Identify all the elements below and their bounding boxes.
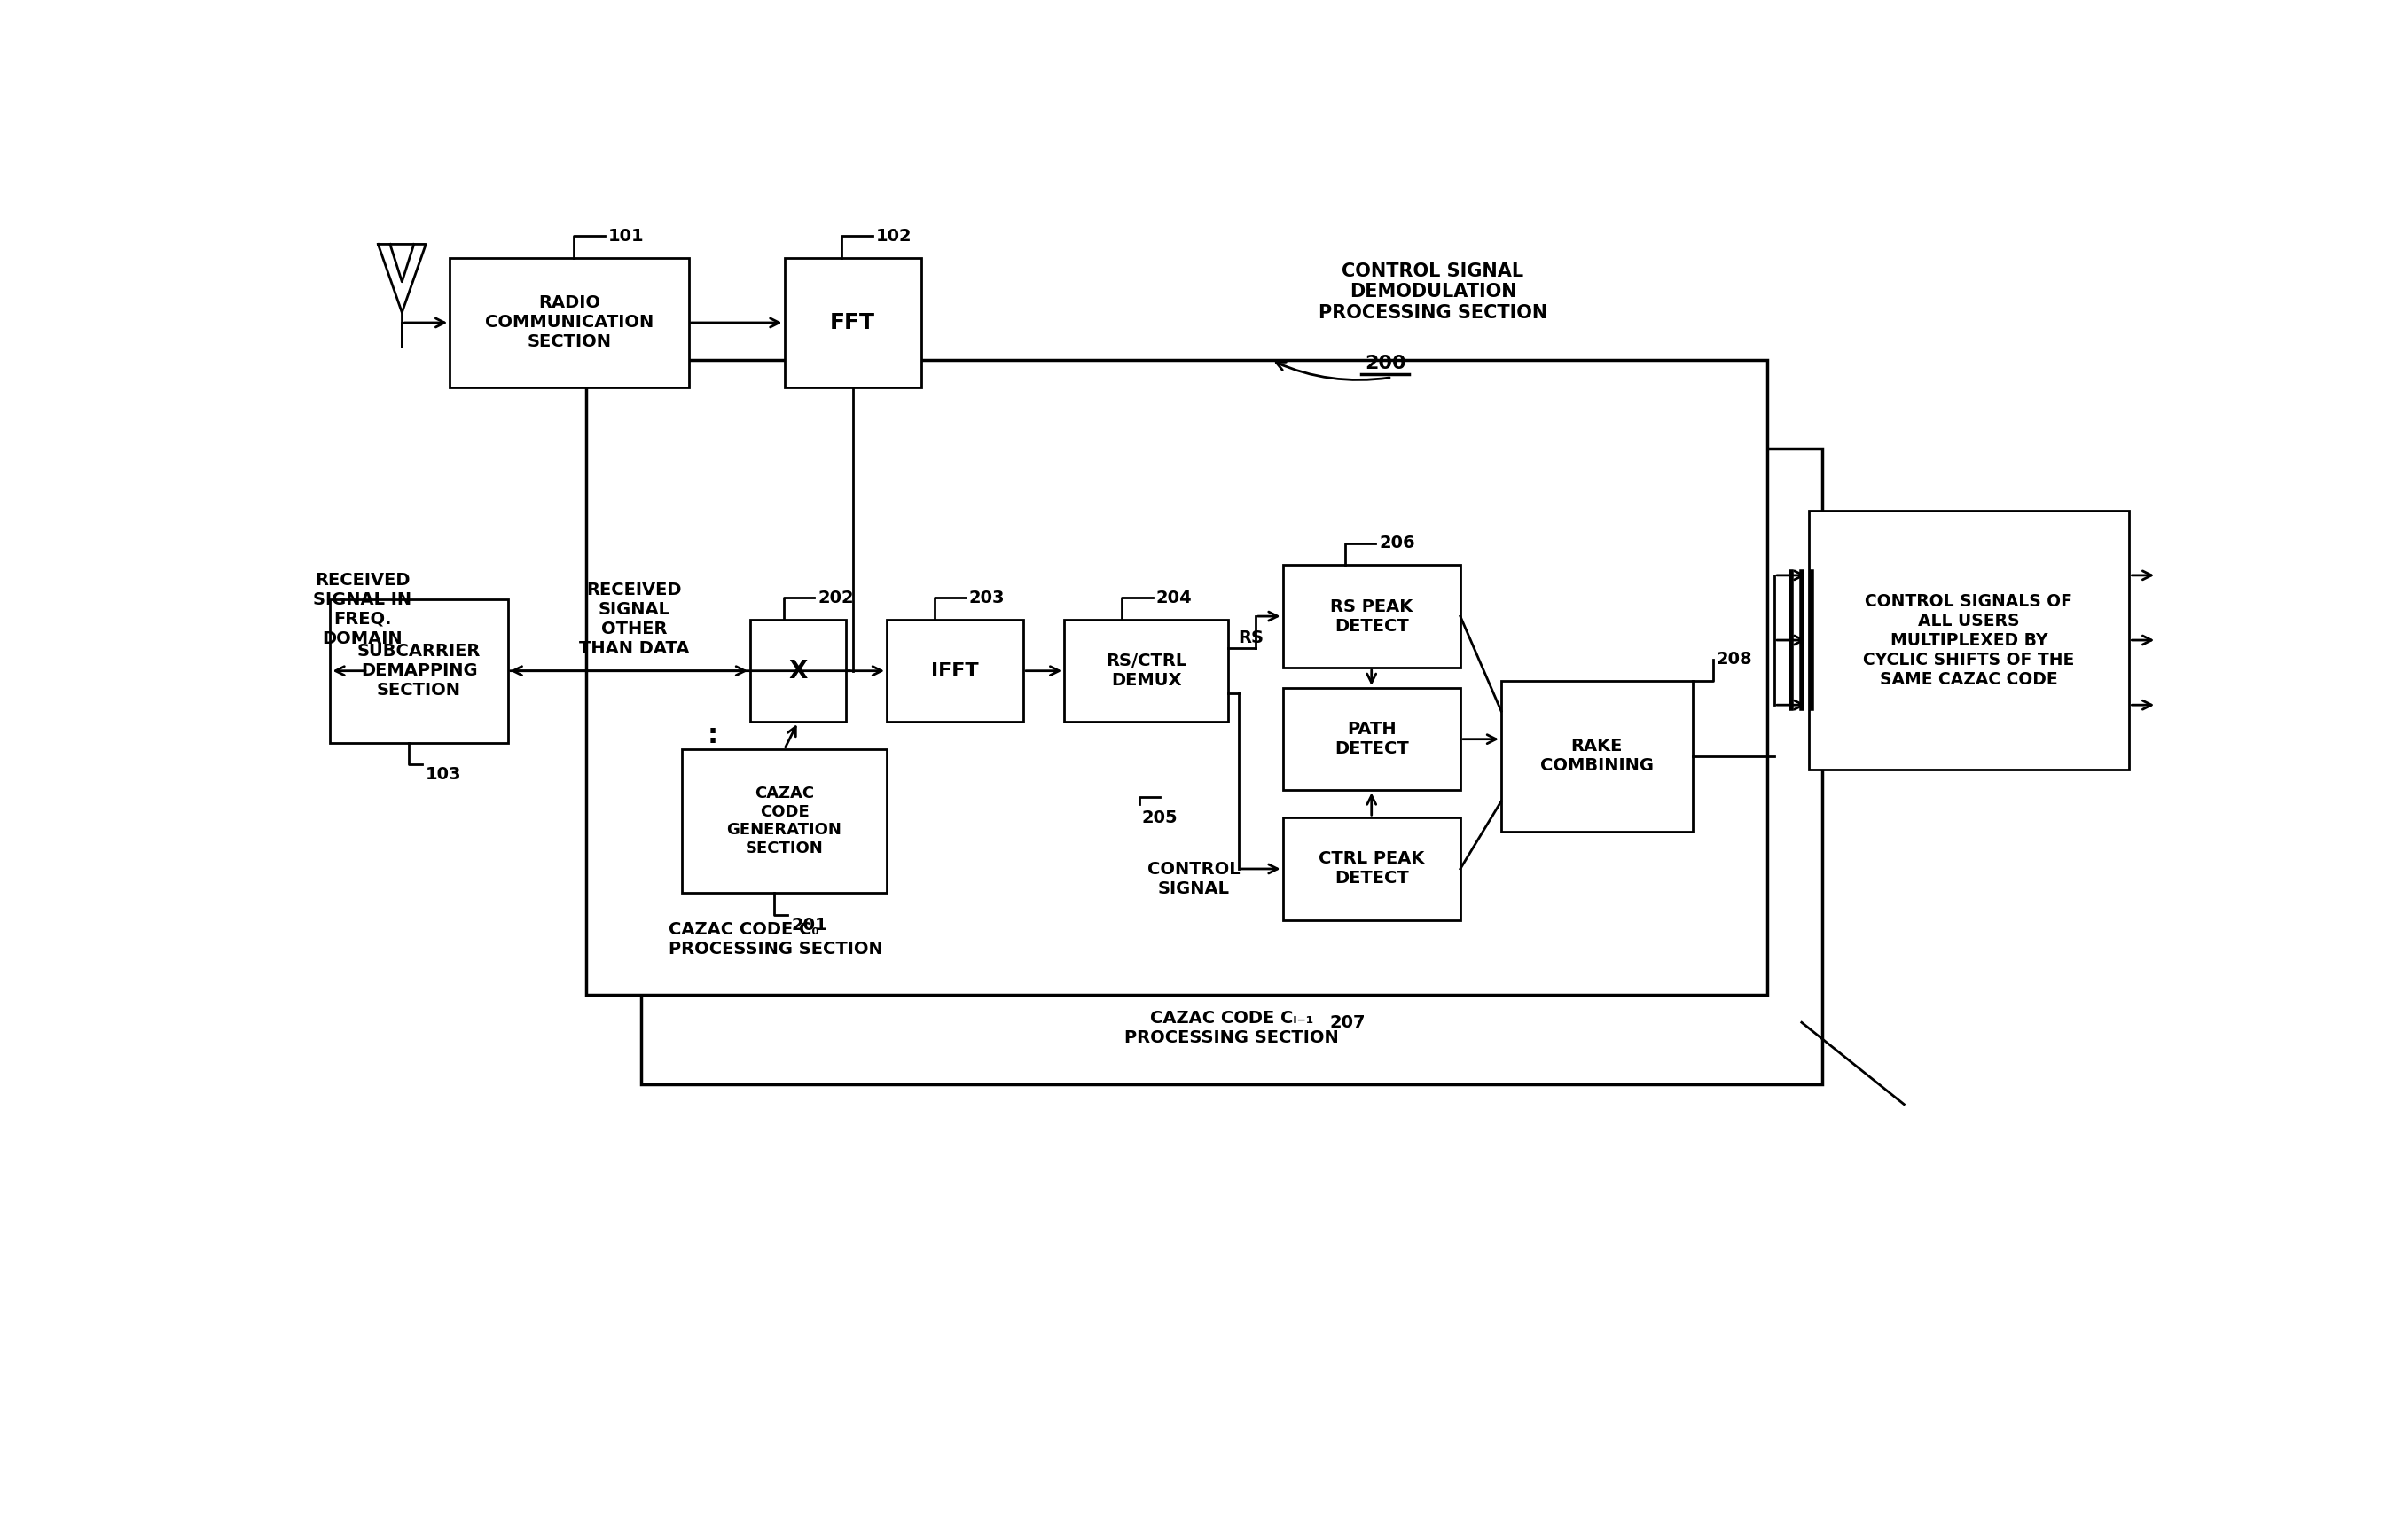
Text: RADIO
COMMUNICATION
SECTION: RADIO COMMUNICATION SECTION [485,294,654,351]
Text: RS PEAK
DETECT: RS PEAK DETECT [1331,598,1413,634]
Text: RS/CTRL
DEMUX: RS/CTRL DEMUX [1105,653,1187,688]
Text: CAZAC CODE Cₗ₋₁
PROCESSING SECTION: CAZAC CODE Cₗ₋₁ PROCESSING SECTION [1125,1010,1338,1046]
FancyBboxPatch shape [682,750,887,893]
Text: 207: 207 [1329,1013,1365,1030]
Text: CONTROL SIGNAL
DEMODULATION
PROCESSING SECTION: CONTROL SIGNAL DEMODULATION PROCESSING S… [1319,262,1548,322]
FancyBboxPatch shape [783,257,920,388]
Text: CONTROL SIGNALS OF
ALL USERS
MULTIPLEXED BY
CYCLIC SHIFTS OF THE
SAME CAZAC CODE: CONTROL SIGNALS OF ALL USERS MULTIPLEXED… [1862,593,2074,687]
Text: PATH
DETECT: PATH DETECT [1334,721,1408,758]
Text: RECEIVED
SIGNAL
OTHER
THAN DATA: RECEIVED SIGNAL OTHER THAN DATA [579,582,690,658]
Text: 103: 103 [425,767,461,784]
Text: 200: 200 [1365,354,1406,373]
FancyBboxPatch shape [1283,565,1461,667]
FancyBboxPatch shape [887,619,1024,722]
Text: CONTROL
SIGNAL: CONTROL SIGNAL [1149,861,1240,898]
FancyBboxPatch shape [750,619,846,722]
FancyBboxPatch shape [1065,619,1228,722]
FancyBboxPatch shape [329,599,507,742]
Text: 204: 204 [1156,590,1192,607]
Text: IFFT: IFFT [932,662,978,679]
Text: :: : [706,722,718,748]
FancyBboxPatch shape [449,257,690,388]
Text: 201: 201 [791,916,827,933]
Text: 206: 206 [1379,534,1415,551]
FancyBboxPatch shape [1502,681,1692,832]
Text: CTRL PEAK
DETECT: CTRL PEAK DETECT [1319,850,1425,887]
Text: X: X [788,659,807,684]
Text: SUBCARRIER
DEMAPPING
SECTION: SUBCARRIER DEMAPPING SECTION [358,642,481,699]
FancyBboxPatch shape [586,360,1769,995]
Text: 101: 101 [608,228,644,245]
Text: 205: 205 [1141,808,1177,825]
FancyBboxPatch shape [1283,818,1461,919]
FancyBboxPatch shape [642,450,1821,1084]
Text: 202: 202 [817,590,853,607]
Text: RAKE
COMBINING: RAKE COMBINING [1540,738,1653,775]
Text: CAZAC
CODE
GENERATION
SECTION: CAZAC CODE GENERATION SECTION [726,785,841,856]
Text: 102: 102 [875,228,911,245]
Text: RS: RS [1238,630,1264,647]
Text: RECEIVED
SIGNAL IN
FREQ.
DOMAIN: RECEIVED SIGNAL IN FREQ. DOMAIN [312,571,411,647]
Text: CAZAC CODE C₀
PROCESSING SECTION: CAZAC CODE C₀ PROCESSING SECTION [668,921,882,958]
Text: 208: 208 [1716,651,1752,668]
Text: FFT: FFT [829,313,875,333]
FancyBboxPatch shape [1283,688,1461,790]
FancyBboxPatch shape [1809,510,2129,770]
Text: 203: 203 [968,590,1004,607]
